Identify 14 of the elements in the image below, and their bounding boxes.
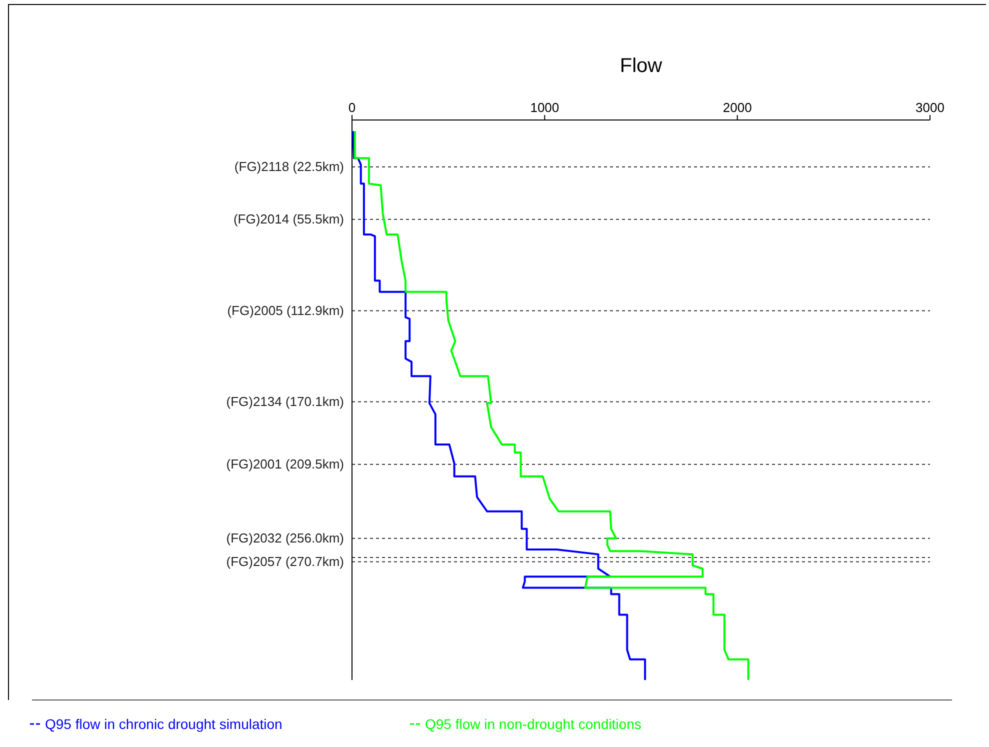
ref-line-label: (FG)2134 (170.1km) [226,394,344,409]
ref-line-label: (FG)2014 (55.5km) [233,212,344,227]
ref-line-label: (FG)2057 (270.7km) [226,554,344,569]
legend-label: Q95 flow in non-drought conditions [425,716,642,732]
ref-line-label: (FG)2032 (256.0km) [226,530,344,546]
ref-line-label: (FG)2118 (22.5km) [234,159,344,174]
ref-line-label: (FG)2005 (112.9km) [227,302,344,318]
x-tick-label: 3000 [916,100,944,115]
x-tick-label: 0 [348,100,356,115]
chart-title: Flow [620,55,663,77]
x-tick-label: 1000 [530,100,560,115]
legend-label: Q95 flow in chronic drought simulation [45,716,282,732]
ref-line-label: (FG)2001 (209.5km) [226,456,344,472]
x-tick-label: 2000 [722,100,752,115]
